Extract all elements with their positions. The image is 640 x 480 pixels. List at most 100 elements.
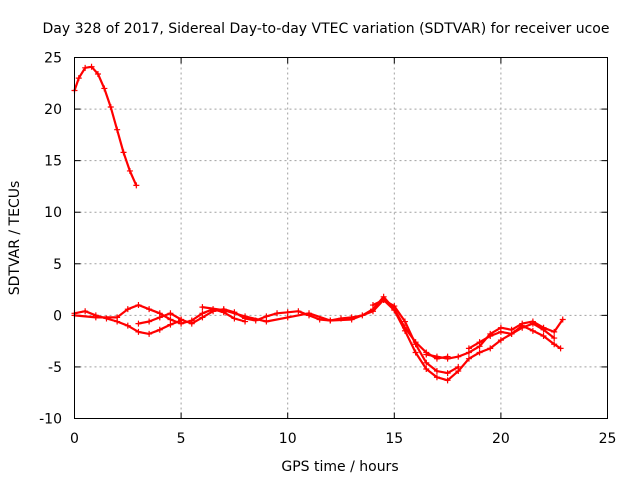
data-point-marker xyxy=(199,304,206,311)
data-point-marker xyxy=(540,332,547,339)
data-point-marker xyxy=(284,314,291,321)
data-point-marker xyxy=(476,349,483,356)
data-point-marker xyxy=(519,324,526,331)
x-tick-label: 0 xyxy=(70,431,79,447)
data-point-marker xyxy=(156,326,163,333)
axis-ticks xyxy=(74,57,608,419)
data-point-marker xyxy=(101,85,108,92)
data-point-marker xyxy=(455,353,462,360)
y-tick-label: -5 xyxy=(48,360,62,376)
data-point-marker xyxy=(263,313,270,320)
data-point-marker xyxy=(75,75,82,82)
data-point-marker xyxy=(306,310,313,317)
data-point-marker xyxy=(423,359,430,366)
data-point-marker xyxy=(167,310,174,317)
data-point-marker xyxy=(487,332,494,339)
data-point-marker xyxy=(242,313,249,320)
data-point-marker xyxy=(497,337,504,344)
data-point-marker xyxy=(167,321,174,328)
data-point-marker xyxy=(423,365,430,372)
data-point-marker xyxy=(476,339,483,346)
data-point-marker xyxy=(124,306,131,313)
series-line xyxy=(137,295,449,360)
data-point-marker xyxy=(508,330,515,337)
grid-lines xyxy=(74,57,608,419)
data-point-marker xyxy=(92,314,99,321)
data-point-marker xyxy=(455,368,462,375)
data-point-marker xyxy=(540,326,547,333)
data-point-marker xyxy=(231,315,238,322)
data-point-marker xyxy=(401,318,408,325)
data-point-marker xyxy=(423,351,430,358)
data-point-marker xyxy=(551,341,558,348)
y-axis-label: SDTVAR / TECUs xyxy=(7,181,23,296)
series-arc-8 xyxy=(465,320,558,352)
data-point-marker xyxy=(146,318,153,325)
data-point-marker xyxy=(529,327,536,334)
data-point-marker xyxy=(188,320,195,327)
series-arc-2 xyxy=(71,308,185,337)
data-point-marker xyxy=(295,308,302,315)
data-point-marker xyxy=(559,316,566,323)
y-tick-label: 5 xyxy=(53,257,62,273)
y-tick-label: 0 xyxy=(53,308,62,324)
data-point-marker xyxy=(82,308,89,315)
data-point-marker xyxy=(369,302,376,309)
data-point-marker xyxy=(412,341,419,348)
data-point-marker xyxy=(114,126,121,133)
y-tick-label: -10 xyxy=(39,412,62,428)
series-line xyxy=(201,298,460,375)
data-point-marker xyxy=(167,316,174,323)
data-point-marker xyxy=(114,314,121,321)
data-point-marker xyxy=(444,370,451,377)
y-tick-label: 10 xyxy=(44,205,62,221)
data-point-marker xyxy=(557,345,564,352)
chart-title: Day 328 of 2017, Sidereal Day-to-day VTE… xyxy=(43,21,610,37)
data-point-marker xyxy=(94,71,101,78)
data-point-marker xyxy=(433,368,440,375)
data-point-marker xyxy=(135,302,142,309)
data-point-marker xyxy=(497,328,504,335)
data-point-marker xyxy=(146,306,153,313)
series-arc-3 xyxy=(71,302,249,327)
data-point-marker xyxy=(135,328,142,335)
y-tick-labels: -10 -5 0 5 10 15 20 25 xyxy=(39,51,62,428)
series-arc-7 xyxy=(423,316,566,362)
data-point-marker xyxy=(120,149,127,156)
data-point-marker xyxy=(433,353,440,360)
data-point-marker xyxy=(135,320,142,327)
data-point-marker xyxy=(487,345,494,352)
series-arc-6 xyxy=(369,296,564,384)
data-point-marker xyxy=(126,167,133,174)
x-tick-label: 5 xyxy=(177,431,186,447)
data-point-marker xyxy=(551,328,558,335)
x-axis-label: GPS time / hours xyxy=(281,459,398,475)
x-tick-label: 15 xyxy=(385,431,403,447)
data-point-marker xyxy=(551,335,558,342)
x-tick-labels: 0 5 10 15 20 25 xyxy=(70,431,616,447)
data-point-marker xyxy=(529,320,536,327)
data-point-marker xyxy=(107,104,114,111)
series-line xyxy=(73,65,138,187)
data-point-marker xyxy=(88,63,95,70)
data-point-marker xyxy=(412,349,419,356)
data-point-marker xyxy=(146,330,153,337)
data-series xyxy=(71,63,566,384)
data-point-marker xyxy=(369,308,376,315)
data-point-marker xyxy=(401,327,408,334)
x-tick-label: 20 xyxy=(492,431,510,447)
x-tick-label: 25 xyxy=(599,431,617,447)
data-point-marker xyxy=(199,314,206,321)
data-point-marker xyxy=(124,322,131,329)
data-point-marker xyxy=(444,377,451,384)
plot-frame xyxy=(74,57,608,419)
series-line xyxy=(425,318,564,360)
data-point-marker xyxy=(133,182,140,189)
data-point-marker xyxy=(327,317,334,324)
data-point-marker xyxy=(465,345,472,352)
data-point-marker xyxy=(178,316,185,323)
data-point-marker xyxy=(380,296,387,303)
data-point-marker xyxy=(433,374,440,381)
data-point-marker xyxy=(263,318,270,325)
